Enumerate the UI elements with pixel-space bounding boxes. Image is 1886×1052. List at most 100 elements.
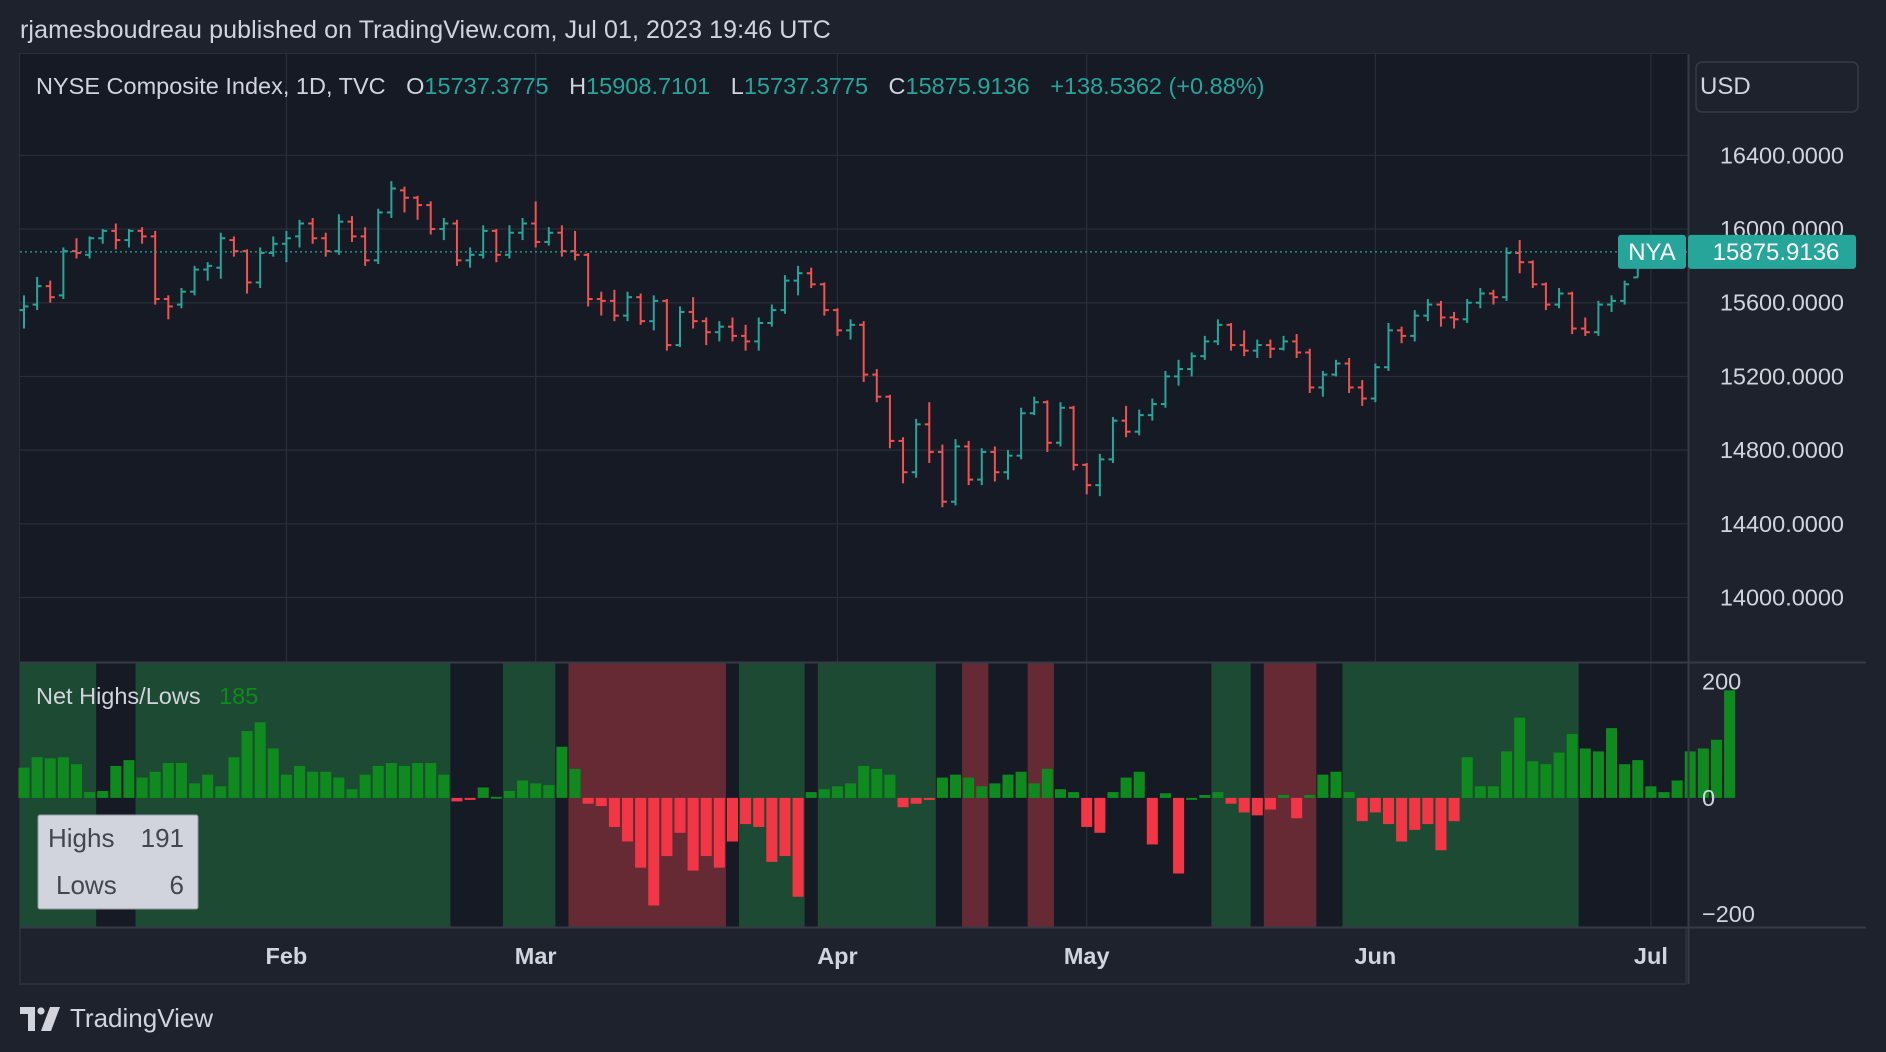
- histogram-bar: [582, 797, 594, 804]
- ohlc-bar: [32, 276, 42, 311]
- ohlc-bar: [1331, 359, 1341, 377]
- indicator-title: Net Highs/Lows: [36, 683, 201, 709]
- histogram-bar: [267, 748, 279, 798]
- indicator-legend[interactable]: Net Highs/Lows 185: [36, 683, 258, 709]
- histogram-bar: [1724, 690, 1736, 798]
- footer-brand[interactable]: TradingView: [20, 1003, 213, 1034]
- histogram-bar: [661, 797, 673, 857]
- histogram-bar: [136, 777, 148, 798]
- ohlc-bar: [1160, 370, 1170, 408]
- ohlc-bar: [1567, 291, 1577, 335]
- grid-lines: [20, 54, 1688, 927]
- histogram-bar: [307, 771, 319, 798]
- histogram-bar: [1645, 786, 1657, 798]
- ohlc-bar: [1174, 359, 1184, 386]
- histogram-bar: [1028, 783, 1040, 798]
- ohlc-bar: [741, 324, 751, 351]
- histogram-bar: [1081, 797, 1093, 827]
- ohlc-bar: [452, 219, 462, 266]
- histogram-bar: [1238, 797, 1250, 813]
- ohlc-bar: [846, 319, 856, 340]
- ohlc-bar: [1357, 380, 1367, 406]
- ohlc-bar: [1620, 280, 1630, 305]
- histogram-bar: [530, 783, 542, 798]
- currency-button[interactable]: USD: [1695, 61, 1859, 113]
- ohlc-bar: [977, 448, 987, 486]
- ohlc-bar: [1121, 405, 1131, 438]
- ohlc-bar: [1226, 322, 1236, 351]
- price-axis[interactable]: 16400.000016000.000015600.000015200.0000…: [1720, 142, 1844, 610]
- time-tick-label: Jun: [1354, 943, 1396, 969]
- histogram-bar: [44, 758, 56, 798]
- ohlc-bar: [71, 238, 81, 259]
- price-tick-label: 14000.0000: [1720, 585, 1844, 611]
- ohlc-bar: [281, 230, 291, 263]
- histogram-bar: [569, 768, 581, 798]
- time-tick-label: May: [1064, 943, 1110, 969]
- histogram-bar: [923, 797, 935, 800]
- ohlc-bar: [1029, 396, 1039, 416]
- histogram-bar: [1264, 797, 1276, 810]
- ohlc-bar: [1292, 334, 1302, 358]
- ohlc-bar: [98, 229, 108, 244]
- histogram-bar: [595, 797, 607, 807]
- ohlc-bar: [872, 369, 882, 403]
- ohlc-bar: [1279, 335, 1289, 351]
- histogram-bar: [1671, 780, 1683, 798]
- price-pane[interactable]: [20, 54, 1688, 662]
- ohlc-bar: [150, 230, 160, 305]
- price-tick-label: 14800.0000: [1720, 437, 1844, 463]
- histogram-bar: [1041, 768, 1053, 798]
- currency-label: USD: [1700, 73, 1751, 100]
- histogram-bar: [202, 774, 214, 798]
- ohlc-bar: [426, 201, 436, 235]
- ohlc-bar: [1475, 287, 1485, 309]
- ohlc-bar: [1580, 317, 1590, 336]
- histogram-bar: [1199, 795, 1211, 798]
- histogram-bar: [1343, 792, 1355, 798]
- ohlc-bar: [504, 225, 514, 259]
- ohlc-bar: [714, 321, 724, 342]
- histogram-bar: [31, 757, 43, 798]
- ohlc-bar: [649, 295, 659, 331]
- histogram-bar: [1356, 797, 1368, 822]
- histogram-bar: [162, 763, 174, 798]
- price-tick-label: 15200.0000: [1720, 363, 1844, 389]
- ohlc-legend[interactable]: NYSE Composite Index, 1D, TVC O15737.377…: [36, 73, 1265, 99]
- histogram-bar: [1579, 748, 1591, 798]
- ohlc-bar: [242, 249, 252, 294]
- histogram-bar: [175, 763, 187, 798]
- histogram-bar: [503, 790, 515, 798]
- histogram-bar: [1015, 771, 1027, 798]
- histogram-bar: [976, 786, 988, 798]
- indicator-tick-label: 0: [1702, 785, 1715, 811]
- histogram-bar: [1474, 786, 1486, 798]
- histogram-bar: [1527, 761, 1539, 798]
- histogram-bar: [963, 777, 975, 798]
- ohlc-bar: [544, 227, 554, 246]
- histogram-bar: [1710, 739, 1722, 798]
- legend-h-label: H: [569, 73, 586, 99]
- legend-l-value: 15737.3775: [744, 73, 868, 99]
- histogram-bar: [1435, 797, 1447, 851]
- ohlc-bar: [1082, 463, 1092, 495]
- histogram-bar: [215, 786, 227, 798]
- legend-l-label: L: [731, 73, 744, 99]
- histogram-bar: [1317, 774, 1329, 798]
- lows-value: 6: [170, 870, 184, 900]
- time-axis[interactable]: Feb Mar Apr May Jun Jul: [266, 943, 1668, 969]
- ohlc-bar: [1462, 299, 1472, 323]
- histogram-bar: [1461, 757, 1473, 798]
- histogram-bar: [1291, 797, 1303, 819]
- histogram-bar: [818, 789, 830, 798]
- ohlc-bar: [439, 217, 449, 241]
- histogram-bar: [1173, 797, 1185, 874]
- histogram-bar: [1146, 797, 1158, 845]
- histogram-bar: [884, 774, 896, 798]
- histogram-bar: [622, 797, 634, 842]
- histogram-bar: [1501, 751, 1513, 798]
- ohlc-bar: [399, 186, 409, 213]
- ohlc-bar: [609, 289, 619, 322]
- histogram-bar: [385, 763, 397, 798]
